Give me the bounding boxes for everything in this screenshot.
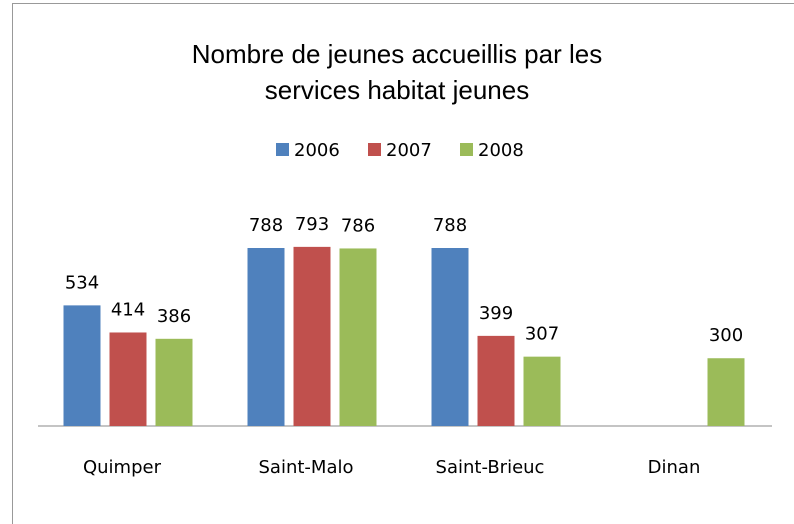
bar — [63, 305, 101, 426]
data-label: 534 — [65, 272, 99, 293]
bar — [247, 248, 285, 426]
bar — [707, 358, 745, 426]
data-label: 788 — [433, 215, 467, 236]
data-label: 300 — [709, 325, 743, 346]
data-label: 307 — [525, 324, 559, 345]
page: Nombre de jeunes accueillis par les serv… — [12, 3, 794, 524]
bar — [155, 338, 193, 426]
legend-label: 2006 — [294, 140, 340, 161]
chart-title: Nombre de jeunes accueillis par les serv… — [191, 39, 603, 105]
data-label: 786 — [341, 215, 375, 236]
legend-swatch — [276, 143, 289, 156]
bar — [293, 246, 331, 426]
x-tick-label: Saint-Brieuc — [436, 457, 545, 478]
x-tick-label: Dinan — [648, 457, 701, 478]
data-label: 386 — [157, 306, 191, 327]
chart-frame — [12, 3, 794, 524]
x-tick-label: Saint-Malo — [259, 457, 354, 478]
bar — [431, 248, 469, 426]
legend-label: 2008 — [478, 140, 524, 161]
bar — [109, 332, 147, 426]
chart: 2006 2007 2008 Quimper 534 414 386 Saint-Malo 78… — [38, 140, 772, 478]
data-label: 788 — [249, 215, 283, 236]
data-label: 399 — [479, 303, 513, 324]
legend-label: 2007 — [386, 140, 432, 161]
bar — [477, 335, 515, 426]
x-tick-label: Quimper — [83, 457, 162, 478]
data-label: 414 — [111, 299, 145, 320]
legend-swatch — [460, 143, 473, 156]
legend-swatch — [368, 143, 381, 156]
bar — [339, 248, 377, 426]
data-label: 793 — [295, 214, 329, 235]
bar — [523, 356, 561, 426]
